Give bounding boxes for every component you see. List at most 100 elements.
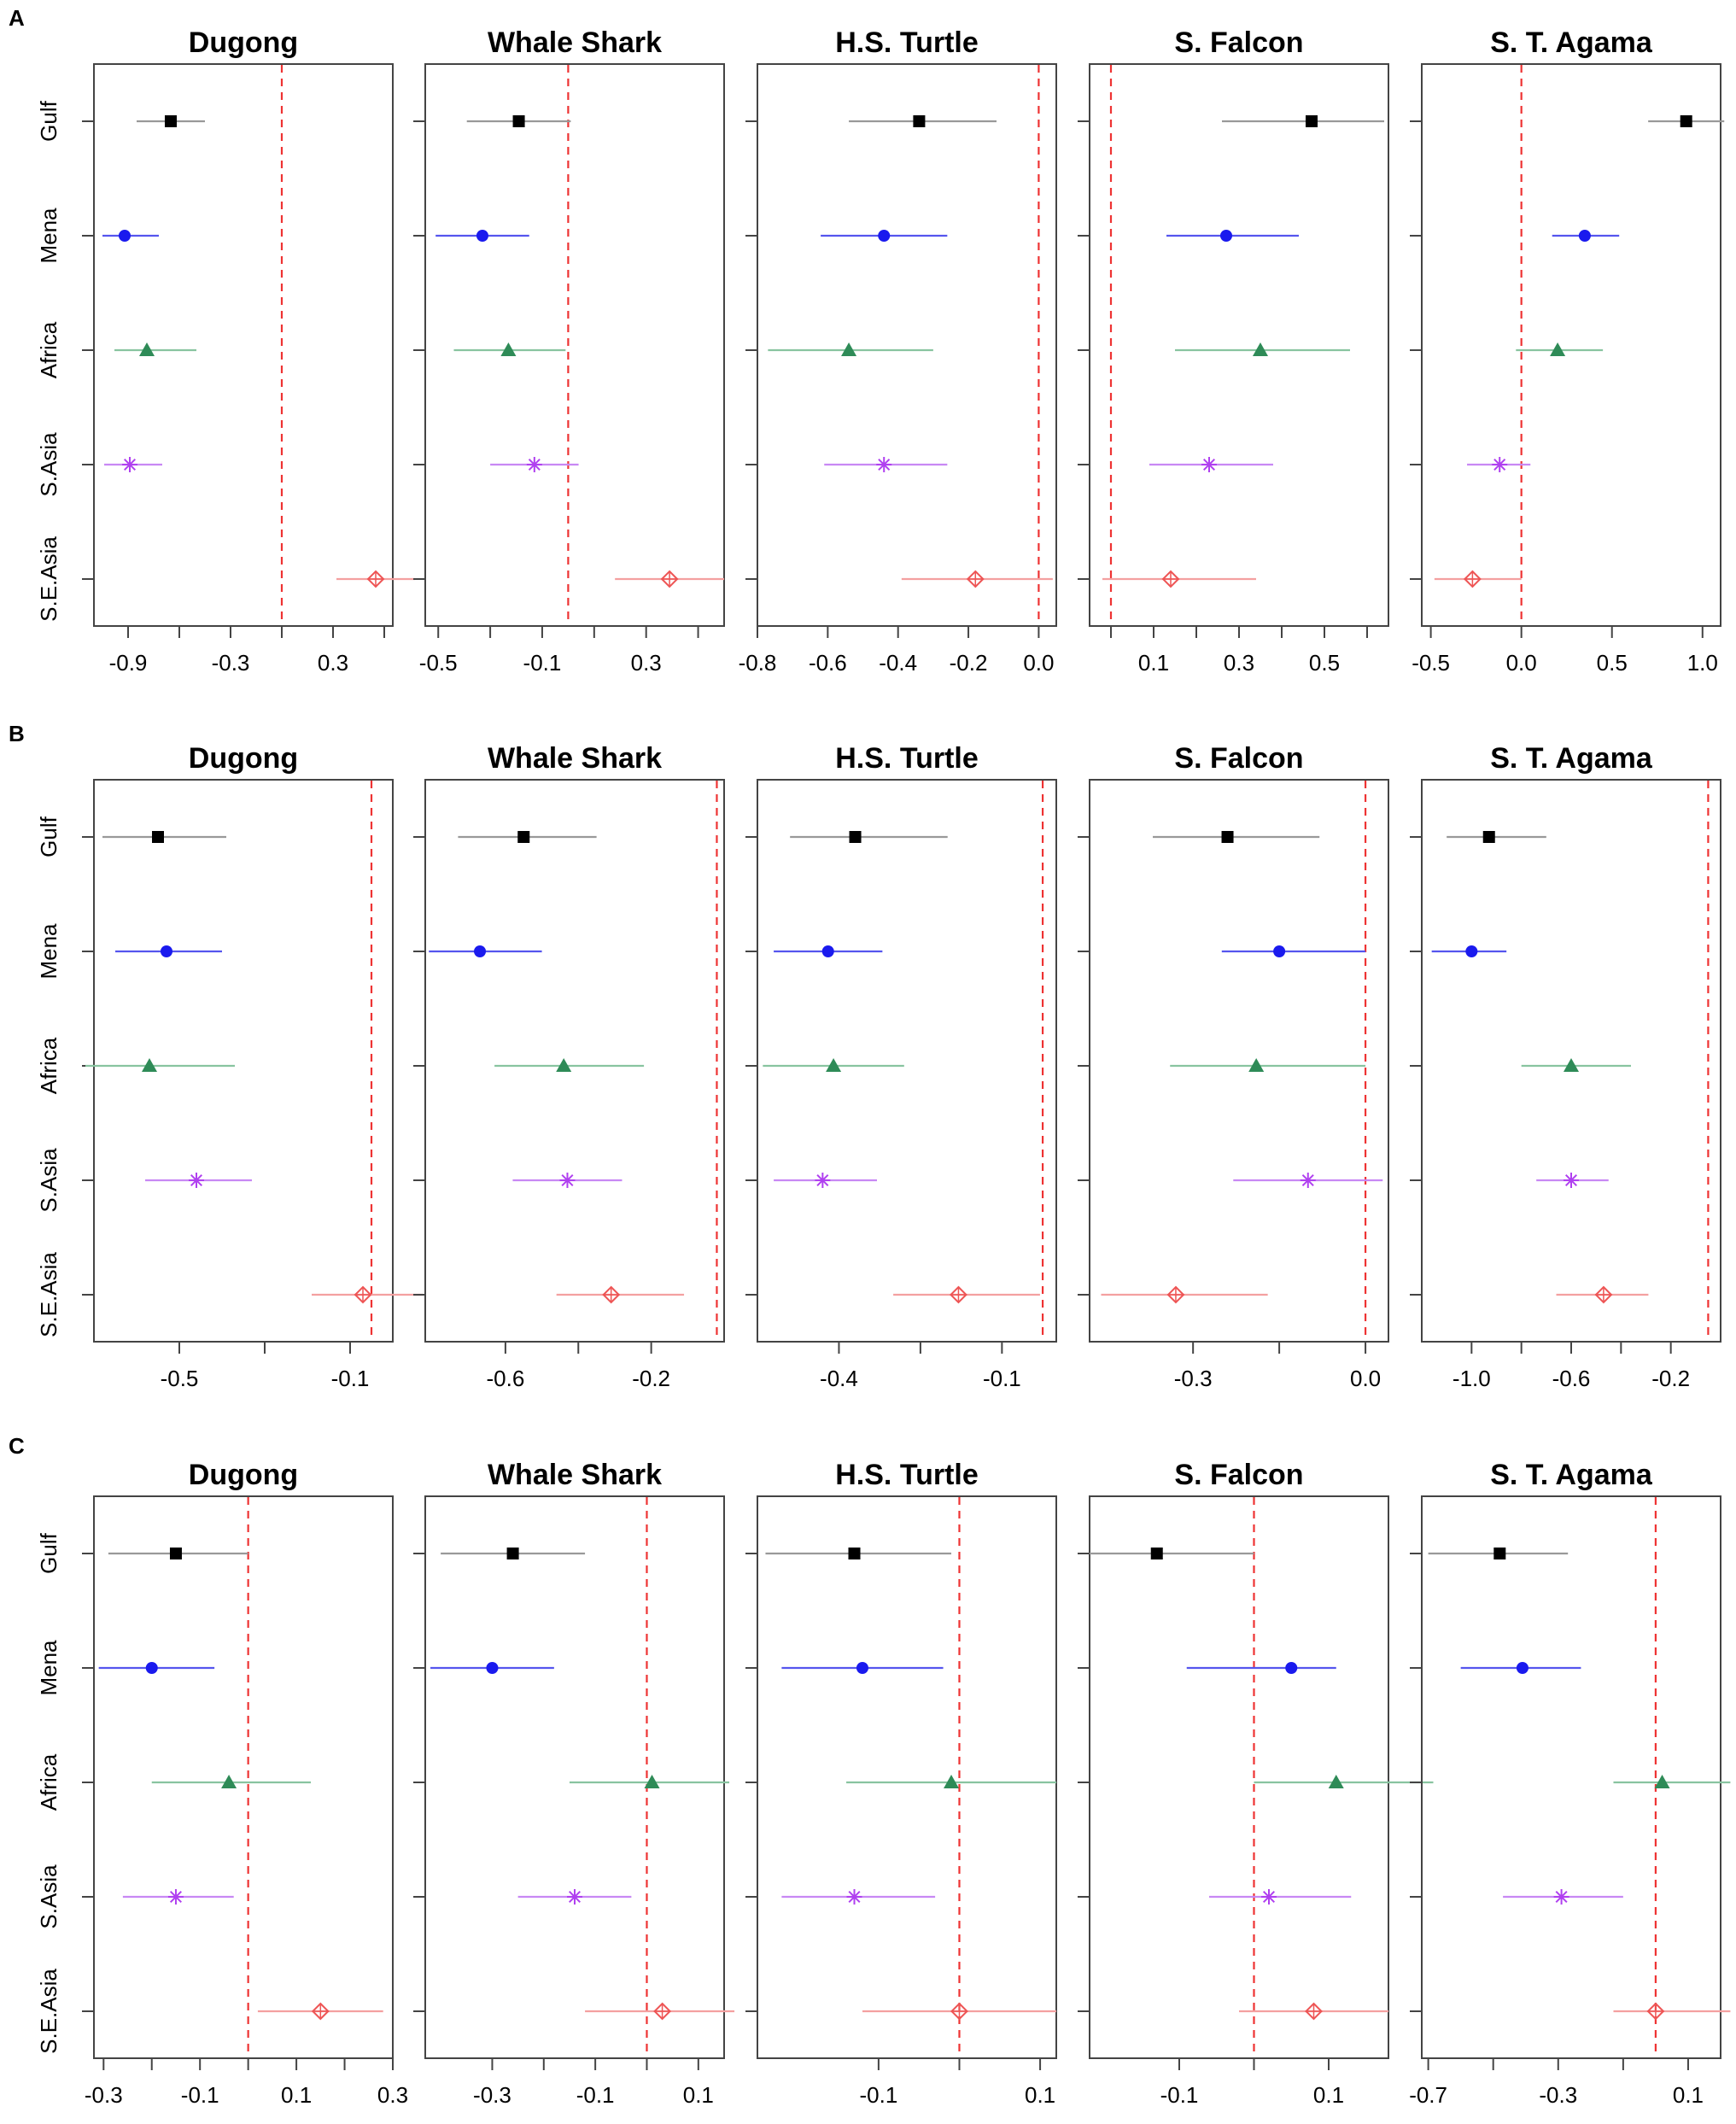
facet-frame bbox=[424, 779, 725, 1343]
point-africa bbox=[221, 1775, 237, 1788]
x-tick-label: -0.1 bbox=[576, 2082, 615, 2108]
facet-title: Dugong bbox=[189, 1459, 298, 1491]
facet-title: S. Falcon bbox=[1174, 1459, 1303, 1491]
panel-c: C Dugong Gulf Mena Africa S.Asia S.E.Asia -0.3 -… bbox=[9, 1433, 1731, 2108]
facet-title: S. T. Agama bbox=[1490, 742, 1653, 775]
point-s-asia bbox=[1201, 457, 1217, 472]
facet-s-t-agama: S. T. Agama -1.0 -0.6 -0.2 bbox=[1410, 742, 1721, 1391]
x-tick-label: -0.4 bbox=[879, 650, 917, 676]
facet-title: S. Falcon bbox=[1174, 742, 1303, 775]
point-mena bbox=[161, 945, 172, 957]
facet-s-falcon: S. Falcon 0.1 0.3 0.5 bbox=[1078, 26, 1389, 676]
x-tick-label: 0.0 bbox=[1023, 650, 1054, 676]
point-gulf bbox=[1306, 115, 1318, 127]
point-africa bbox=[500, 342, 517, 356]
facet-frame bbox=[93, 1495, 394, 2059]
x-tick-label: -0.3 bbox=[1539, 2082, 1577, 2108]
facet-frame bbox=[93, 63, 394, 627]
x-tick-label: 0.3 bbox=[631, 650, 662, 676]
y-tick-label-s-asia: S.Asia bbox=[36, 1148, 61, 1213]
facet-s-falcon: S. Falcon -0.3 0.0 bbox=[1078, 742, 1389, 1391]
x-tick-label: -0.1 bbox=[331, 1366, 370, 1391]
point-s-e-asia bbox=[950, 1285, 967, 1304]
point-gulf bbox=[1221, 831, 1234, 843]
facet-s-t-agama: S. T. Agama -0.7 -0.3 0.1 bbox=[1409, 1459, 1731, 2108]
facet-title: H.S. Turtle bbox=[835, 742, 979, 775]
x-tick-label: -0.1 bbox=[859, 2082, 897, 2108]
y-tick-label-s-e-asia: S.E.Asia bbox=[36, 1252, 61, 1337]
facet-title: Dugong bbox=[189, 26, 298, 59]
facet-title: Dugong bbox=[189, 742, 298, 775]
point-s-asia bbox=[122, 457, 137, 472]
facet-dugong: Dugong Gulf Mena Africa S.Asia S.E.Asia -0.5 -0… bbox=[36, 742, 423, 1391]
point-africa bbox=[1550, 342, 1566, 356]
x-tick-label: -0.4 bbox=[820, 1366, 858, 1391]
x-tick-label: -0.3 bbox=[1174, 1366, 1213, 1391]
x-tick-label: -0.5 bbox=[419, 650, 458, 676]
x-tick-label: 0.3 bbox=[318, 650, 348, 676]
point-mena bbox=[1578, 230, 1591, 242]
x-tick-label: -0.6 bbox=[809, 650, 847, 676]
x-tick-label: 0.0 bbox=[1506, 650, 1537, 676]
point-mena bbox=[1285, 1662, 1298, 1674]
x-tick-label: -0.1 bbox=[983, 1366, 1021, 1391]
point-mena bbox=[856, 1662, 868, 1674]
point-africa bbox=[1328, 1775, 1344, 1788]
x-tick-label: -0.1 bbox=[181, 2082, 219, 2108]
point-gulf bbox=[165, 115, 177, 127]
point-s-e-asia bbox=[1463, 570, 1482, 588]
point-gulf bbox=[512, 115, 525, 127]
point-s-asia bbox=[1492, 457, 1508, 472]
point-mena bbox=[1516, 1662, 1528, 1674]
panel-label: B bbox=[9, 721, 25, 746]
point-mena bbox=[486, 1662, 499, 1674]
point-s-e-asia bbox=[1161, 570, 1180, 588]
facet-frame bbox=[1421, 1495, 1721, 2059]
x-tick-label: 1.0 bbox=[1687, 650, 1718, 676]
y-tick-label-gulf: Gulf bbox=[36, 100, 61, 141]
facet-frame bbox=[424, 1495, 725, 2059]
x-tick-label: 0.1 bbox=[281, 2082, 312, 2108]
facet-title: H.S. Turtle bbox=[835, 1459, 979, 1491]
y-tick-label-africa: Africa bbox=[36, 1037, 61, 1094]
panel-label: A bbox=[9, 5, 25, 31]
point-s-e-asia bbox=[950, 2002, 968, 2021]
point-africa bbox=[1248, 1058, 1265, 1072]
facet-frame bbox=[757, 1495, 1057, 2059]
point-gulf bbox=[1493, 1548, 1506, 1559]
y-tick-label-mena: Mena bbox=[36, 208, 61, 264]
facet-frame bbox=[1089, 63, 1389, 627]
x-tick-label: -0.6 bbox=[1552, 1366, 1591, 1391]
point-mena bbox=[1220, 230, 1232, 242]
x-tick-label: 0.1 bbox=[683, 2082, 714, 2108]
point-s-e-asia bbox=[1305, 2002, 1323, 2021]
facet-whale-shark: Whale Shark -0.6 -0.2 bbox=[413, 742, 725, 1391]
facet-title: S. Falcon bbox=[1174, 26, 1303, 59]
y-tick-label-s-asia: S.Asia bbox=[36, 1864, 61, 1929]
y-tick-label-africa: Africa bbox=[36, 321, 61, 378]
x-tick-label: 0.5 bbox=[1309, 650, 1340, 676]
facet-s-falcon: S. Falcon -0.1 0.1 bbox=[1078, 1459, 1434, 2108]
point-s-e-asia bbox=[311, 2002, 330, 2021]
point-s-asia bbox=[526, 457, 542, 472]
point-s-e-asia bbox=[602, 1285, 621, 1304]
point-gulf bbox=[152, 831, 164, 843]
point-gulf bbox=[1482, 831, 1495, 843]
point-s-asia bbox=[567, 1889, 582, 1905]
point-mena bbox=[821, 945, 834, 957]
facet-frame bbox=[757, 63, 1057, 627]
y-tick-label-mena: Mena bbox=[36, 1640, 61, 1696]
point-gulf bbox=[169, 1548, 182, 1559]
point-africa bbox=[944, 1775, 960, 1788]
x-tick-label: 0.3 bbox=[377, 2082, 408, 2108]
x-tick-label: -1.0 bbox=[1453, 1366, 1491, 1391]
facet-whale-shark: Whale Shark -0.5 -0.1 0.3 bbox=[413, 26, 725, 676]
y-tick-label-gulf: Gulf bbox=[36, 816, 61, 857]
point-africa bbox=[139, 342, 155, 356]
point-africa bbox=[556, 1058, 572, 1072]
y-tick-label-s-e-asia: S.E.Asia bbox=[36, 1969, 61, 2054]
point-s-asia bbox=[1300, 1173, 1316, 1188]
point-mena bbox=[119, 230, 131, 242]
facet-title: Whale Shark bbox=[488, 26, 662, 59]
